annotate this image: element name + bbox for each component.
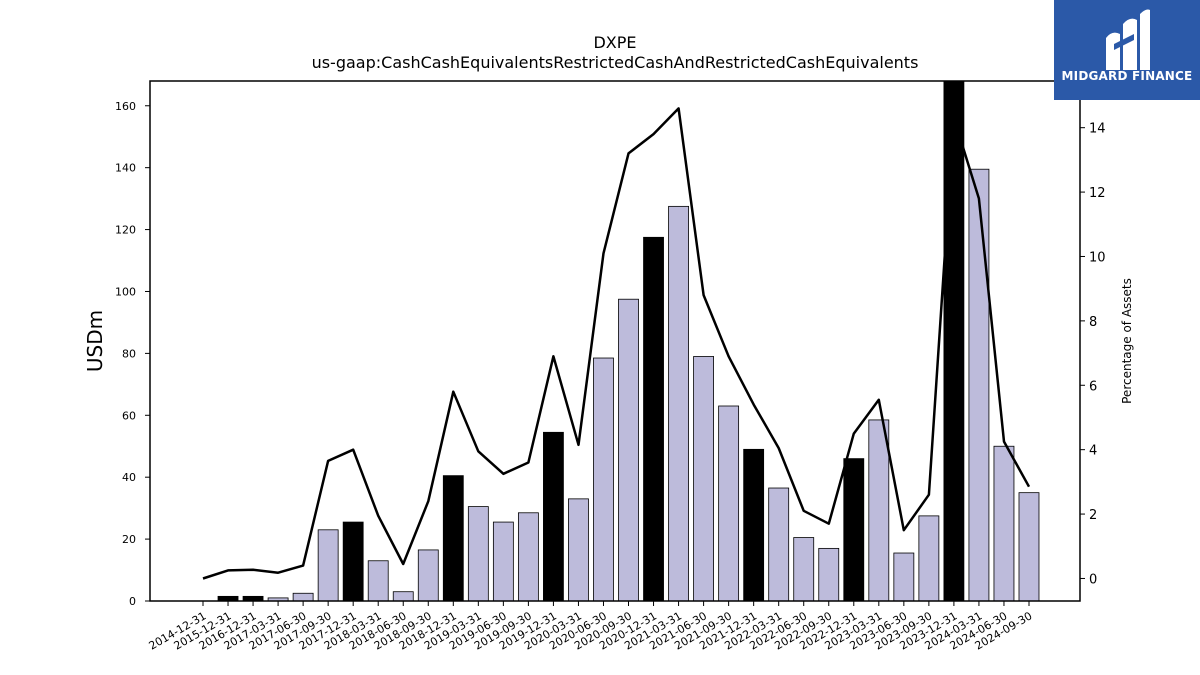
midgard-finance-logo: MIDGARD FINANCE [1054, 0, 1200, 100]
bars-group [217, 80, 1040, 602]
bar-2021-12-31 [743, 448, 765, 602]
y-tick-label: 100 [115, 285, 136, 298]
bar-2021-06-30 [693, 356, 714, 602]
bar-2018-06-30 [392, 591, 414, 602]
bar-2019-09-30 [517, 512, 539, 602]
bar-2020-06-30 [593, 357, 614, 602]
y-tick-label: 0 [129, 595, 136, 608]
logo-text: MIDGARD FINANCE [1061, 69, 1193, 83]
y-tick-label: 40 [122, 471, 136, 484]
bar-2022-06-30 [793, 537, 815, 602]
chart-title: DXPE [593, 33, 636, 52]
bar-2022-03-31 [768, 487, 790, 602]
y2-tick-label: 8 [1089, 315, 1097, 330]
plot-frame [149, 80, 1081, 602]
bar-2022-12-31 [843, 458, 865, 602]
y-tick-label: 20 [122, 533, 136, 546]
y-tick-label: 80 [122, 347, 136, 360]
y2-tick-label: 10 [1089, 250, 1106, 265]
bar-2023-12-31 [943, 80, 965, 602]
y-tick-label: 160 [115, 100, 136, 113]
bar-2019-03-31 [467, 506, 489, 602]
bar-2017-12-31 [342, 521, 364, 602]
chart-subtitle: us-gaap:CashCashEquivalentsRestrictedCas… [312, 53, 919, 72]
bar-2018-09-30 [417, 549, 439, 602]
y-axis-label: USDm [83, 310, 107, 372]
bar-2023-03-31 [868, 419, 890, 602]
y-tick-label: 60 [122, 409, 136, 422]
bar-2017-09-30 [317, 529, 339, 602]
y-tick-label: 140 [115, 162, 136, 175]
y2-tick-label: 12 [1089, 186, 1106, 201]
y-tick-label: 120 [115, 224, 136, 237]
line-group [202, 107, 1031, 580]
y2-tick-label: 4 [1089, 444, 1097, 459]
bar-2024-06-30 [993, 445, 1015, 602]
logo-mark-icon [1106, 9, 1150, 70]
percentage-line [202, 107, 1031, 580]
y2-tick-label: 0 [1089, 572, 1097, 587]
y2-tick-label: 14 [1089, 122, 1106, 137]
bar-2017-06-30 [292, 592, 314, 602]
bar-2019-12-31 [543, 431, 564, 602]
y2-tick-label: 6 [1089, 379, 1097, 394]
bar-2019-06-30 [492, 521, 514, 602]
bar-2021-09-30 [718, 405, 740, 602]
bar-2023-09-30 [918, 515, 940, 602]
bar-2018-12-31 [442, 475, 464, 602]
y2-axis-label: Percentage of Assets [1120, 278, 1134, 404]
bar-2020-09-30 [618, 298, 639, 602]
bar-2018-03-31 [367, 560, 389, 602]
bar-2023-06-30 [893, 552, 915, 602]
bar-2024-03-31 [968, 168, 990, 602]
bar-2024-09-30 [1018, 492, 1040, 602]
y2-tick-label: 2 [1089, 508, 1097, 523]
bar-2020-03-31 [568, 498, 589, 602]
bar-2020-12-31 [643, 236, 664, 602]
bar-2022-09-30 [818, 547, 840, 602]
bar-2021-03-31 [668, 205, 689, 602]
